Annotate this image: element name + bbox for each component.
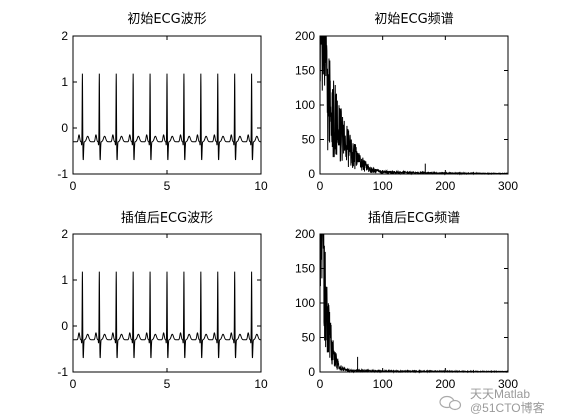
watermark: 天天Matlab @51CTO博客	[439, 387, 545, 415]
tick-group: 0 100 200 300 0 50 100 150 200	[295, 29, 518, 193]
x-tick-label: 300	[498, 179, 518, 193]
y-tick-label: 100	[295, 296, 315, 310]
y-tick-label: 1	[61, 75, 68, 89]
y-tick-label: 50	[302, 331, 316, 345]
x-tick-label: 200	[435, 179, 455, 193]
y-tick-label: 2	[61, 227, 68, 241]
series-line-ecg-spectrum	[319, 35, 509, 176]
wechat-logo-icon	[439, 395, 462, 411]
watermark-text-secondary: @51CTO博客	[470, 400, 545, 415]
series-line-ecg-waveform	[73, 271, 261, 359]
y-tick-label: 0	[308, 167, 315, 181]
chart-title: 插值后ECG频谱	[368, 210, 460, 226]
x-tick-label: 0	[317, 377, 324, 391]
watermark-text-primary: 天天Matlab	[470, 387, 530, 401]
axes-interpolated-spectrum: 插值后ECG频谱 0 100 200 300 0 50 100 150 200	[295, 210, 518, 391]
x-tick-label: 200	[435, 377, 455, 391]
x-tick-label: 5	[164, 179, 171, 193]
plot-area-frame	[319, 233, 509, 373]
y-tick-label: 1	[61, 273, 68, 287]
y-tick-label: 0	[61, 319, 68, 333]
x-tick-label: 0	[70, 179, 77, 193]
chart-title: 插值后ECG波形	[121, 210, 213, 226]
axes-original-spectrum: 初始ECG频谱 0 100 200 300 0 50 100 150 200	[295, 12, 518, 193]
y-tick-label: 150	[295, 262, 315, 276]
y-tick-label: 200	[295, 227, 315, 241]
y-tick-label: 0	[61, 121, 68, 135]
y-tick-label: 200	[295, 29, 315, 43]
x-tick-label: 0	[70, 377, 77, 391]
chart-title: 初始ECG波形	[127, 12, 206, 27]
y-tick-label: -1	[57, 365, 68, 379]
tick-group: 0 100 200 300 0 50 100 150 200	[295, 227, 518, 391]
x-tick-label: 100	[373, 179, 393, 193]
chart-title: 初始ECG频谱	[374, 12, 453, 27]
x-tick-label: 100	[373, 377, 393, 391]
series-line-ecg-waveform	[73, 73, 261, 161]
x-tick-label: 10	[254, 179, 268, 193]
x-tick-label: 0	[317, 179, 324, 193]
x-tick-label: 10	[254, 377, 268, 391]
y-tick-label: -1	[57, 167, 68, 181]
y-tick-label: 50	[302, 133, 316, 147]
y-tick-label: 150	[295, 64, 315, 78]
x-tick-label: 5	[164, 377, 171, 391]
series-line-ecg-spectrum	[319, 233, 509, 374]
y-tick-label: 0	[308, 365, 315, 379]
y-tick-label: 2	[61, 29, 68, 43]
x-tick-label: 300	[498, 377, 518, 391]
y-tick-label: 100	[295, 98, 315, 112]
